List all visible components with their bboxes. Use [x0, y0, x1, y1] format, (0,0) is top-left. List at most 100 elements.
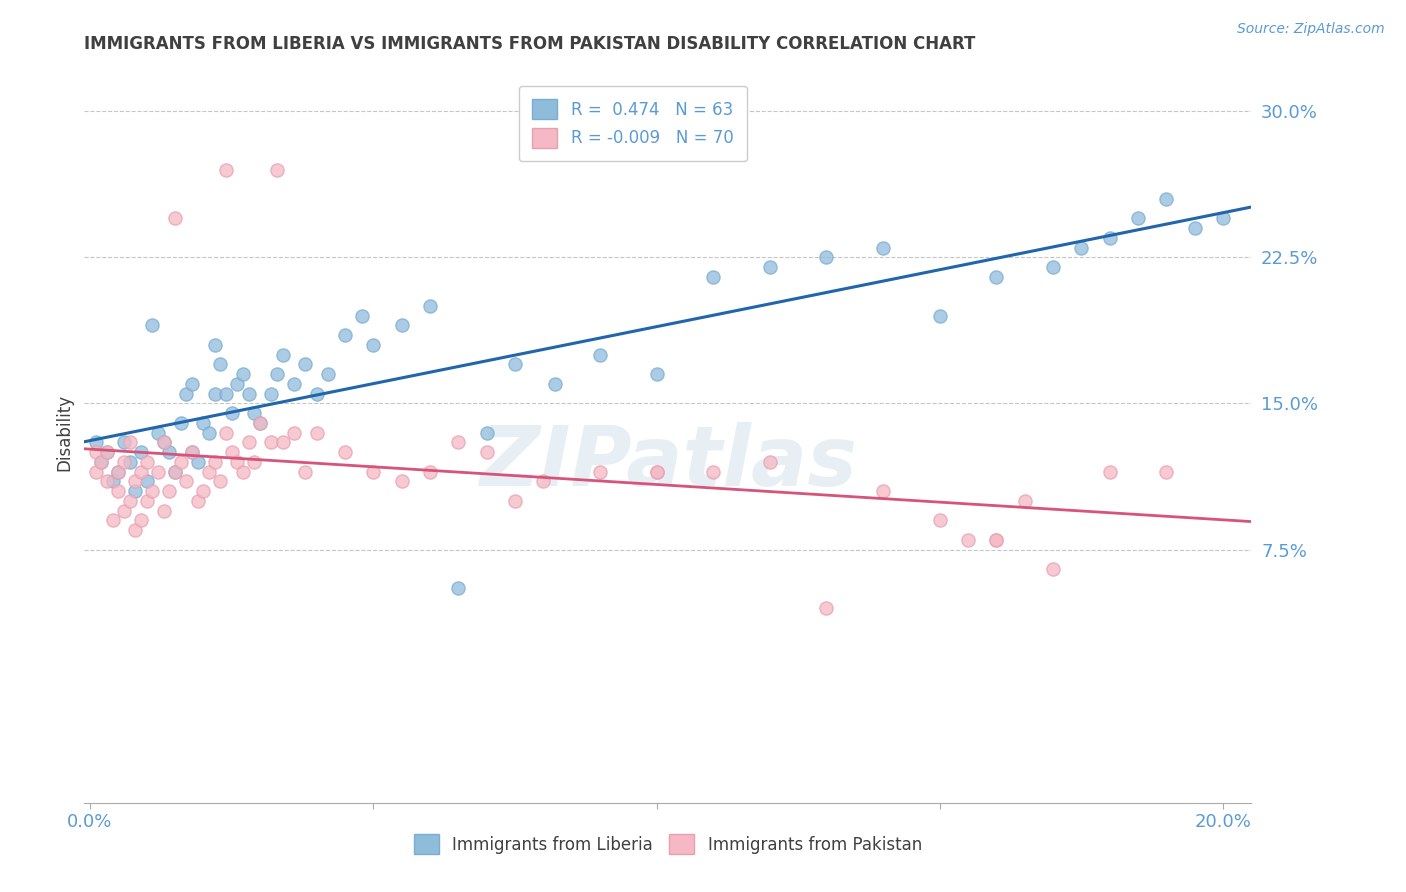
Point — [209, 358, 232, 372]
Point — [283, 376, 305, 391]
Point — [475, 445, 498, 459]
Point — [187, 493, 209, 508]
Point — [163, 211, 186, 226]
Point — [928, 309, 950, 323]
Point — [305, 386, 328, 401]
Point — [101, 475, 124, 489]
Point — [645, 367, 668, 381]
Point — [1156, 192, 1178, 206]
Point — [294, 358, 316, 372]
Point — [226, 455, 249, 469]
Point — [238, 435, 260, 450]
Point — [283, 425, 305, 440]
Point — [118, 493, 141, 508]
Point — [96, 445, 118, 459]
Point — [589, 348, 612, 362]
Point — [1156, 465, 1178, 479]
Point — [447, 435, 470, 450]
Point — [112, 455, 135, 469]
Point — [96, 445, 118, 459]
Point — [181, 445, 204, 459]
Point — [266, 162, 288, 177]
Point — [107, 484, 129, 499]
Point — [112, 435, 135, 450]
Point — [759, 455, 782, 469]
Point — [84, 465, 107, 479]
Point — [209, 475, 232, 489]
Point — [243, 455, 266, 469]
Point — [124, 523, 146, 537]
Point — [589, 465, 612, 479]
Point — [204, 386, 226, 401]
Point — [702, 269, 724, 284]
Point — [129, 513, 152, 527]
Point — [101, 513, 124, 527]
Point — [84, 435, 107, 450]
Point — [129, 445, 152, 459]
Point — [503, 358, 526, 372]
Point — [243, 406, 266, 420]
Point — [152, 435, 174, 450]
Point — [543, 376, 565, 391]
Point — [271, 435, 294, 450]
Y-axis label: Disability: Disability — [55, 394, 73, 471]
Point — [146, 465, 169, 479]
Point — [986, 533, 1008, 547]
Point — [1014, 493, 1036, 508]
Point — [271, 348, 294, 362]
Point — [163, 465, 186, 479]
Point — [249, 416, 271, 430]
Point — [759, 260, 782, 274]
Point — [141, 318, 163, 333]
Point — [305, 425, 328, 440]
Point — [204, 338, 226, 352]
Point — [391, 475, 413, 489]
Point — [135, 493, 157, 508]
Point — [181, 376, 204, 391]
Point — [1184, 221, 1206, 235]
Point — [1212, 211, 1234, 226]
Point — [447, 582, 470, 596]
Point — [1098, 231, 1121, 245]
Point — [135, 475, 157, 489]
Text: IMMIGRANTS FROM LIBERIA VS IMMIGRANTS FROM PAKISTAN DISABILITY CORRELATION CHART: IMMIGRANTS FROM LIBERIA VS IMMIGRANTS FR… — [84, 35, 976, 53]
Point — [333, 445, 356, 459]
Point — [198, 425, 221, 440]
Point — [96, 475, 118, 489]
Point — [215, 386, 238, 401]
Point — [90, 455, 112, 469]
Point — [187, 455, 209, 469]
Point — [163, 465, 186, 479]
Point — [176, 475, 198, 489]
Point — [391, 318, 413, 333]
Point — [333, 328, 356, 343]
Point — [361, 465, 384, 479]
Point — [107, 465, 129, 479]
Point — [503, 493, 526, 508]
Point — [815, 601, 838, 615]
Point — [1126, 211, 1149, 226]
Point — [198, 465, 221, 479]
Point — [135, 455, 157, 469]
Point — [169, 416, 191, 430]
Point — [107, 465, 129, 479]
Point — [957, 533, 980, 547]
Point — [361, 338, 384, 352]
Point — [129, 465, 152, 479]
Point — [266, 367, 288, 381]
Point — [815, 250, 838, 264]
Point — [294, 465, 316, 479]
Point — [350, 309, 373, 323]
Point — [1042, 260, 1064, 274]
Point — [986, 269, 1008, 284]
Point — [226, 376, 249, 391]
Point — [157, 484, 180, 499]
Point — [176, 386, 198, 401]
Point — [169, 455, 191, 469]
Point — [181, 445, 204, 459]
Point — [238, 386, 260, 401]
Point — [112, 503, 135, 517]
Point — [90, 455, 112, 469]
Point — [1098, 465, 1121, 479]
Point — [152, 503, 174, 517]
